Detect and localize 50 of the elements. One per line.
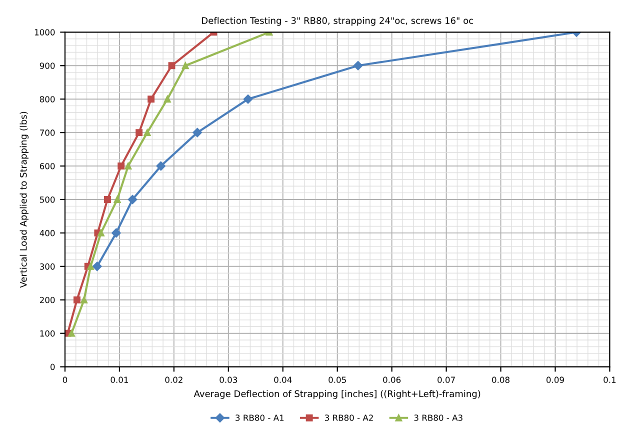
legend-label: 3 RB80 - A1	[236, 414, 284, 421]
x-axis-title: Average Deflection of Strapping [inches] ((Right+Left)-framing)	[194, 390, 480, 399]
point	[114, 196, 121, 203]
point	[74, 296, 80, 304]
y-axis-title: Vertical Load Applied to Strapping (lbs)	[20, 112, 29, 288]
point	[68, 330, 76, 337]
y-tick-label: 900	[40, 62, 55, 69]
point	[112, 228, 121, 238]
y-tick-label: 200	[40, 296, 55, 304]
x-tick-label: 0.01	[110, 376, 128, 383]
x-tick-label: 0.02	[165, 376, 182, 383]
point	[164, 96, 171, 103]
x-tick-label: 0.08	[492, 376, 510, 383]
point	[104, 196, 111, 203]
legend-label: 3 RB80 - A3	[414, 414, 462, 421]
legend-label: 3 RB80 - A2	[324, 414, 373, 421]
point	[243, 94, 253, 104]
point	[148, 96, 155, 103]
y-tick-label: 600	[40, 163, 55, 170]
point	[80, 296, 88, 304]
x-tick-label: 0.06	[383, 376, 401, 383]
point	[92, 262, 102, 272]
x-tick-label: 0.09	[546, 376, 564, 383]
x-tick-label: 0.05	[328, 376, 346, 383]
x-tick-label: 0.04	[274, 376, 292, 383]
y-tick-label: 100	[40, 330, 55, 337]
point	[192, 128, 202, 138]
x-tick-label: 0	[62, 376, 68, 383]
y-tick-label: 500	[40, 196, 55, 203]
chart-title: Deflection Testing - 3" RB80, strapping 24"oc, screws 16" oc	[202, 16, 473, 26]
x-tick-label: 0.07	[438, 376, 455, 383]
point	[136, 129, 143, 136]
point	[124, 162, 132, 170]
point	[353, 61, 363, 70]
y-tick-label: 800	[40, 96, 55, 102]
point	[128, 194, 138, 204]
y-tick-label: 400	[40, 230, 55, 236]
point	[168, 62, 176, 70]
x-tick-label: 0.03	[220, 376, 238, 383]
point	[97, 229, 104, 236]
y-tick-label: 700	[40, 130, 55, 136]
point	[156, 161, 166, 171]
point	[144, 129, 151, 136]
point	[182, 62, 189, 70]
point	[87, 262, 94, 270]
y-tick-label: 0	[50, 364, 55, 370]
y-tick-label: 1000	[34, 29, 55, 36]
y-tick-label: 300	[40, 263, 55, 270]
x-tick-label: 0.1	[604, 376, 616, 383]
point	[118, 162, 125, 170]
